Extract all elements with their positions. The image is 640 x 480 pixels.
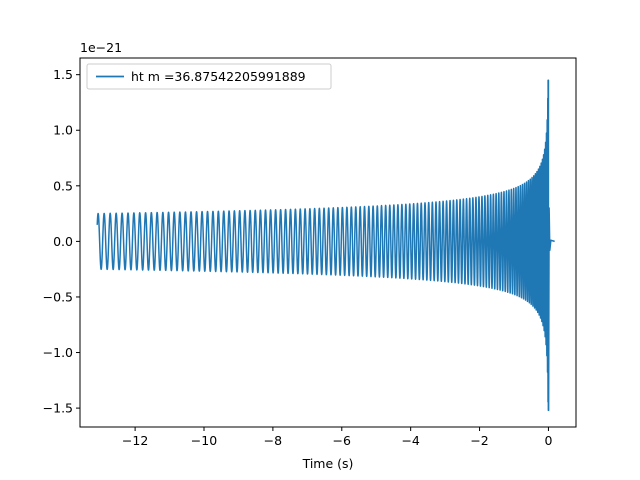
x-tick-label: −2	[470, 433, 488, 448]
y-tick-label: 0.0	[53, 234, 73, 249]
y-tick-label: 0.5	[53, 178, 73, 193]
y-tick-label: −1.5	[43, 401, 73, 416]
series-line-ht	[96, 79, 555, 412]
legend: ht m =36.87542205991889	[86, 63, 332, 90]
y-offset-text: 1e−21	[80, 40, 122, 55]
y-tick-label: −0.5	[43, 289, 73, 304]
x-tick-label: −8	[264, 433, 282, 448]
axes-frame	[79, 57, 577, 428]
y-tick-label: 1.0	[53, 123, 73, 138]
y-tick-label: 1.5	[53, 67, 73, 82]
legend-box	[86, 63, 332, 90]
x-tick-label: −10	[191, 433, 217, 448]
axes: −12 −10 −8 −6 −4 −2 0 −1.5 −1.0 −0.5 0.0 0.5 1.0 1.5	[43, 57, 577, 448]
x-tick-label: 0	[544, 433, 552, 448]
x-tick-label: −4	[401, 433, 419, 448]
plot-area	[96, 79, 555, 412]
x-tick-label: −12	[122, 433, 148, 448]
x-axis-label: Time (s)	[302, 456, 354, 471]
y-tick-label: −1.0	[43, 345, 73, 360]
x-tick-label: −6	[333, 433, 351, 448]
legend-label: ht m =36.87542205991889	[131, 69, 306, 84]
